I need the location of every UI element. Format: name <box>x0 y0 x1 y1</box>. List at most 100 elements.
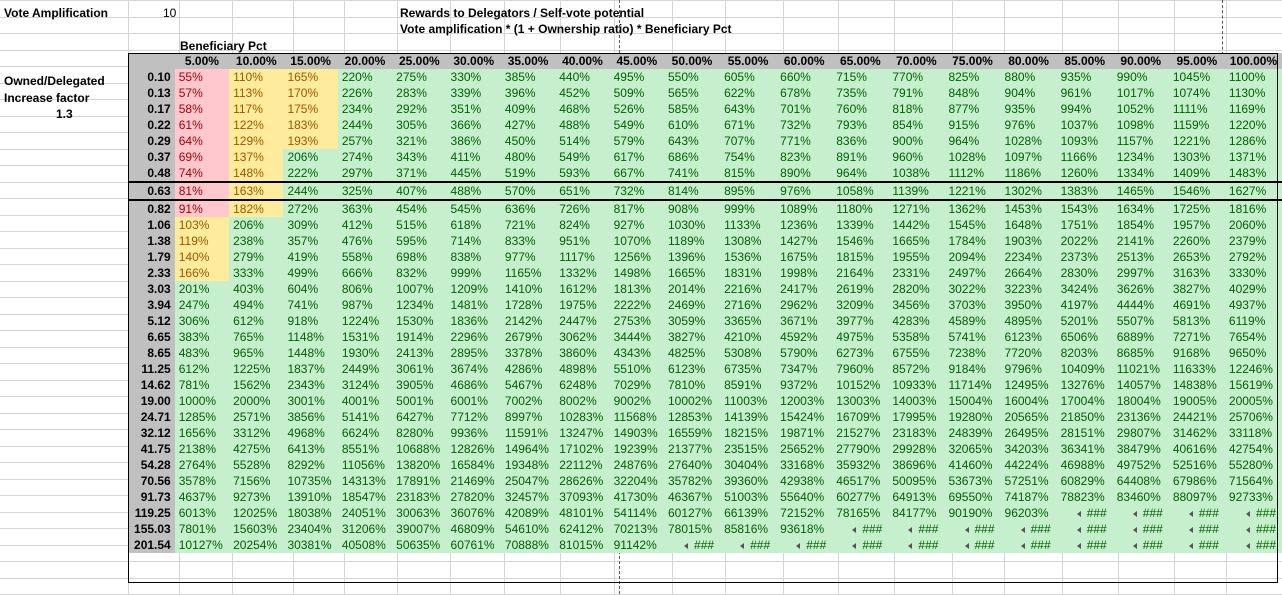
table-cell[interactable]: ### <box>1000 537 1057 553</box>
table-cell[interactable]: ### <box>1056 521 1113 537</box>
column-header[interactable]: 45.00% <box>609 53 664 69</box>
table-cell[interactable]: 244% <box>337 117 393 133</box>
table-cell[interactable]: 1975% <box>555 297 610 313</box>
table-cell[interactable]: 1665% <box>888 233 945 249</box>
table-cell[interactable]: 21527% <box>832 425 889 441</box>
table-cell[interactable]: 3209% <box>832 297 889 313</box>
table-cell[interactable]: 1189% <box>663 233 721 249</box>
table-cell[interactable]: 1498% <box>609 265 664 281</box>
table-cell[interactable]: 48101% <box>555 505 610 521</box>
table-cell[interactable]: 220% <box>337 69 393 85</box>
table-cell[interactable]: 5308% <box>720 345 777 361</box>
table-cell[interactable]: 4895% <box>1000 313 1057 329</box>
table-cell[interactable]: 70213% <box>609 521 664 537</box>
table-cell[interactable]: 605% <box>720 69 777 85</box>
column-header[interactable]: 90.00% <box>1112 53 1169 69</box>
table-cell[interactable]: 325% <box>337 181 393 201</box>
table-cell[interactable]: 119% <box>174 233 230 249</box>
table-cell[interactable]: 610% <box>663 117 721 133</box>
table-cell[interactable]: 545% <box>446 200 501 217</box>
table-cell[interactable]: 4343% <box>609 345 664 361</box>
table-cell[interactable]: 1815% <box>832 249 889 265</box>
table-cell[interactable]: 817% <box>609 200 664 217</box>
table-cell[interactable]: 26495% <box>1000 425 1057 441</box>
table-cell[interactable]: 66139% <box>720 505 777 521</box>
row-header[interactable]: 19.00 <box>128 393 175 409</box>
table-cell[interactable]: 12003% <box>776 393 833 409</box>
table-cell[interactable]: 39007% <box>392 521 447 537</box>
table-cell[interactable]: 42754% <box>1224 441 1282 457</box>
table-cell[interactable]: 8572% <box>888 361 945 377</box>
table-cell[interactable]: 39360% <box>720 473 777 489</box>
table-cell[interactable]: 412% <box>337 217 393 233</box>
table-cell[interactable]: 24839% <box>944 425 1001 441</box>
table-cell[interactable]: 14003% <box>888 393 945 409</box>
table-cell[interactable]: 343% <box>392 149 447 165</box>
table-cell[interactable]: 1465% <box>1112 181 1169 201</box>
table-cell[interactable]: 385% <box>500 69 556 85</box>
table-cell[interactable]: 833% <box>500 233 556 249</box>
table-cell[interactable]: 13247% <box>555 425 610 441</box>
table-cell[interactable]: 19871% <box>776 425 833 441</box>
table-cell[interactable]: 11021% <box>1112 361 1169 377</box>
table-cell[interactable]: 10127% <box>174 537 230 553</box>
column-header[interactable]: 85.00% <box>1056 53 1113 69</box>
table-cell[interactable]: 1045% <box>1168 69 1225 85</box>
table-cell[interactable]: 1209% <box>446 281 501 297</box>
table-cell[interactable]: 2447% <box>555 313 610 329</box>
table-cell[interactable]: 330% <box>446 69 501 85</box>
row-header[interactable]: 0.13 <box>128 85 175 101</box>
table-cell[interactable]: 686% <box>663 149 721 165</box>
table-cell[interactable]: 50635% <box>392 537 447 553</box>
table-cell[interactable]: 1562% <box>229 377 284 393</box>
table-cell[interactable]: ### <box>776 537 833 553</box>
table-cell[interactable]: 15603% <box>229 521 284 537</box>
table-cell[interactable]: 2619% <box>832 281 889 297</box>
table-cell[interactable]: 81% <box>174 181 230 201</box>
table-cell[interactable]: 407% <box>392 181 447 201</box>
table-cell[interactable]: 60277% <box>832 489 889 505</box>
table-cell[interactable]: 396% <box>500 85 556 101</box>
table-cell[interactable]: 309% <box>283 217 338 233</box>
table-cell[interactable]: 222% <box>283 165 338 182</box>
table-cell[interactable]: 163% <box>229 181 284 201</box>
table-cell[interactable]: 1234% <box>392 297 447 313</box>
table-cell[interactable]: 272% <box>283 200 338 217</box>
table-cell[interactable]: 891% <box>832 149 889 165</box>
table-cell[interactable]: 2022% <box>1056 233 1113 249</box>
table-cell[interactable]: 1396% <box>663 249 721 265</box>
table-cell[interactable]: 643% <box>663 133 721 149</box>
table-cell[interactable]: 27640% <box>663 457 721 473</box>
table-cell[interactable]: 1410% <box>500 281 556 297</box>
row-header[interactable]: 0.17 <box>128 101 175 117</box>
table-cell[interactable]: 78165% <box>832 505 889 521</box>
table-cell[interactable]: 117% <box>229 101 284 117</box>
table-cell[interactable]: 1130% <box>1224 85 1282 101</box>
table-cell[interactable]: 35932% <box>832 457 889 473</box>
table-cell[interactable]: 741% <box>663 165 721 182</box>
row-header[interactable]: 91.73 <box>128 489 175 505</box>
table-cell[interactable]: 7654% <box>1224 329 1282 345</box>
table-cell[interactable]: 1220% <box>1224 117 1282 133</box>
table-cell[interactable]: 678% <box>776 85 833 101</box>
table-cell[interactable]: 25652% <box>776 441 833 457</box>
table-cell[interactable]: 7002% <box>500 393 556 409</box>
row-header[interactable]: 11.25 <box>128 361 175 377</box>
table-cell[interactable]: 8203% <box>1056 345 1113 361</box>
table-cell[interactable]: 2895% <box>446 345 501 361</box>
row-header[interactable]: 5.12 <box>128 313 175 329</box>
table-cell[interactable]: 2216% <box>720 281 777 297</box>
table-cell[interactable]: 62412% <box>555 521 610 537</box>
table-cell[interactable]: 74% <box>174 165 230 182</box>
table-cell[interactable]: 2379% <box>1224 233 1282 249</box>
table-cell[interactable]: 550% <box>663 69 721 85</box>
table-cell[interactable]: 2997% <box>1112 265 1169 281</box>
table-cell[interactable]: 3378% <box>500 345 556 361</box>
row-header[interactable]: 8.65 <box>128 345 175 361</box>
table-cell[interactable]: 13276% <box>1056 377 1113 393</box>
table-cell[interactable]: 1157% <box>1112 133 1169 149</box>
table-cell[interactable]: 754% <box>720 149 777 165</box>
table-cell[interactable]: 13003% <box>832 393 889 409</box>
table-cell[interactable]: 1133% <box>720 217 777 233</box>
table-cell[interactable]: 823% <box>776 149 833 165</box>
